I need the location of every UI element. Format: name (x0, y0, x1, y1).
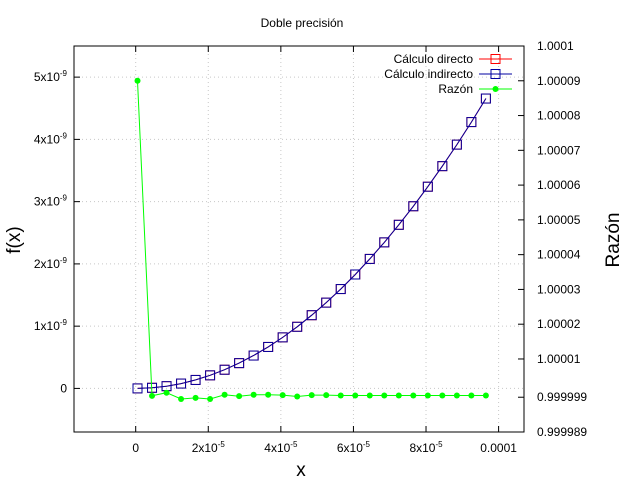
x-axis-title: x (296, 460, 306, 480)
data-point-square (306, 310, 317, 321)
data-point-square (466, 117, 477, 128)
data-point-square (132, 383, 143, 394)
data-point-circle (482, 392, 489, 399)
series-layer (132, 77, 491, 402)
legend-marker-circle (492, 86, 499, 92)
data-point-circle (236, 393, 243, 400)
y2-tick-label: 1.00006 (537, 178, 581, 192)
data-point-square (277, 332, 288, 343)
x-tick-label: 0 (132, 441, 139, 455)
grid-lines (74, 46, 524, 432)
data-point-circle (149, 392, 156, 399)
data-point-circle (439, 392, 446, 399)
data-point-circle (381, 392, 388, 399)
data-point-square (408, 201, 419, 212)
y-tick-label: 1x10-9 (34, 318, 68, 333)
y2-tick-label: 0.999999 (537, 390, 587, 404)
data-point-circle (178, 395, 185, 402)
data-point-circle (294, 393, 301, 400)
y2-tick-label: 1.00003 (537, 282, 581, 296)
data-point-square (437, 161, 448, 172)
data-point-circle (468, 392, 475, 399)
y2-tick-label: 1.00001 (537, 352, 581, 366)
x-tick-label: 8x10-5 (409, 440, 443, 455)
data-point-square (263, 341, 274, 352)
y-tick-label: 2x10-9 (34, 256, 68, 271)
y-tick-label: 5x10-9 (34, 69, 68, 84)
data-point-square (205, 370, 216, 381)
x-tick-label: 6x10-5 (337, 440, 371, 455)
y2-tick-label: 1.00002 (537, 317, 581, 331)
y2-tick-label: 1.00004 (537, 248, 581, 262)
series-line (137, 98, 487, 389)
y2-tick-label: 1.00008 (537, 109, 581, 123)
y-tick-label: 0 (60, 381, 67, 395)
y2-tick-label: 1.00009 (537, 74, 581, 88)
data-point-square (480, 93, 491, 104)
data-point-circle (395, 392, 402, 399)
y-axis-right: 0.999989 0.999999 1.00001 1.00002 1.00003 1.0… (518, 39, 587, 439)
data-point-square (364, 253, 375, 264)
data-point-circle (352, 392, 359, 399)
data-point-square (234, 358, 245, 369)
series-2 (134, 77, 489, 402)
y2-tick-label: 0.999989 (537, 425, 587, 439)
x-tick-label: 4x10-5 (264, 440, 298, 455)
data-point-circle (366, 392, 373, 399)
y2-tick-label: 1.0001 (537, 39, 574, 53)
legend-label: Cálculo indirecto (384, 67, 473, 81)
data-point-square (350, 269, 361, 280)
y-axis-left: 0 1x10-9 2x10-9 3x10-9 4x10-9 5x10-9 (34, 69, 80, 395)
y-axis-title: f(x) (4, 226, 25, 253)
chart-title: Doble precisión (261, 16, 344, 30)
y2-axis-title: Razón (603, 213, 624, 268)
data-point-circle (265, 391, 272, 398)
y2-tick-label: 1.00005 (537, 213, 581, 227)
x-tick-label: 0.0001 (480, 441, 517, 455)
data-point-square (321, 297, 332, 308)
data-point-square (451, 139, 462, 150)
data-point-square (292, 321, 303, 332)
series-line (137, 80, 486, 400)
data-point-square (219, 364, 230, 375)
y-tick-label: 3x10-9 (34, 194, 68, 209)
data-point-circle (337, 392, 344, 399)
data-point-circle (279, 392, 286, 399)
data-point-circle (424, 392, 431, 399)
series-0 (132, 93, 491, 394)
data-point-circle (134, 77, 141, 84)
series-1 (132, 93, 491, 394)
data-point-circle (221, 391, 228, 398)
data-point-circle (453, 392, 460, 399)
legend-label: Cálculo directo (394, 52, 474, 66)
data-point-circle (308, 392, 315, 399)
data-point-square (379, 237, 390, 248)
y-tick-label: 4x10-9 (34, 131, 68, 146)
data-point-circle (250, 391, 257, 398)
x-tick-label: 2x10-5 (192, 440, 226, 455)
plot-frame (73, 45, 525, 433)
data-point-circle (192, 394, 199, 401)
legend-label: Razón (438, 82, 473, 96)
data-point-square (248, 350, 259, 361)
data-point-square (176, 378, 187, 389)
data-point-circle (207, 395, 214, 402)
data-point-square (422, 181, 433, 192)
data-point-circle (410, 392, 417, 399)
series-line (137, 98, 487, 389)
legend-marker-square (490, 69, 501, 79)
legend-marker-square (490, 54, 501, 64)
data-point-circle (323, 392, 330, 399)
data-point-square (393, 219, 404, 230)
data-point-square (335, 284, 346, 295)
data-point-square (190, 374, 201, 385)
data-point-circle (163, 389, 170, 396)
x-axis: 0 2x10-5 4x10-5 6x10-5 8x10-5 0.0001 (132, 46, 517, 455)
y2-tick-label: 1.00007 (537, 143, 581, 157)
